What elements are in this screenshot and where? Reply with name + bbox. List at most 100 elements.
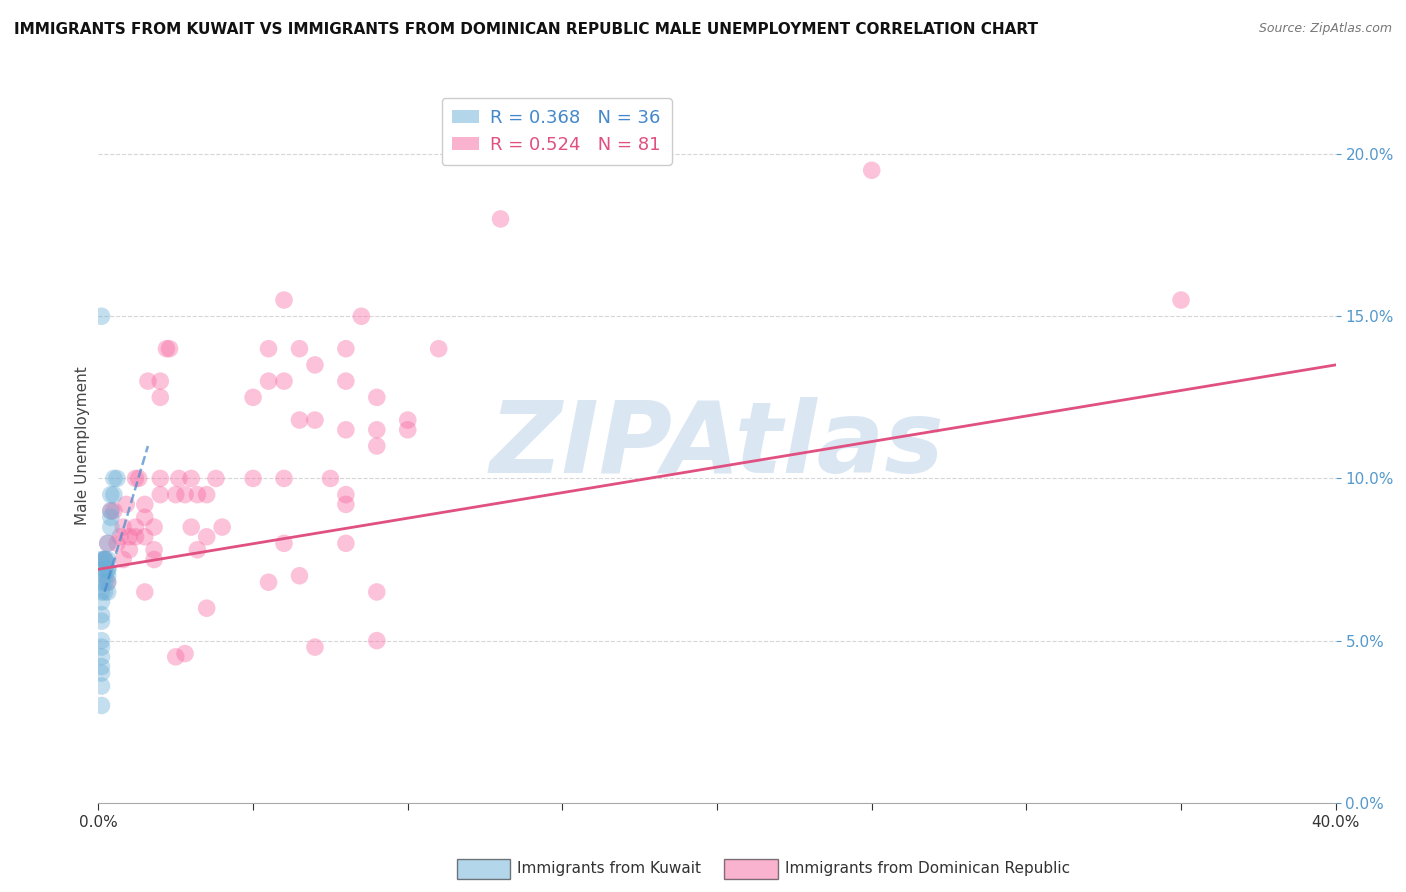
Point — [288, 568, 311, 582]
Point — [100, 504, 122, 518]
Point — [97, 536, 120, 550]
Point — [159, 342, 181, 356]
Point — [93, 585, 115, 599]
Point — [90, 640, 112, 654]
Point — [205, 471, 228, 485]
Point — [97, 562, 120, 576]
Point — [155, 342, 177, 356]
Point — [118, 530, 141, 544]
Point — [288, 413, 311, 427]
Point — [366, 439, 388, 453]
Point — [97, 585, 120, 599]
Point — [174, 488, 197, 502]
Point — [149, 471, 172, 485]
Point — [195, 601, 218, 615]
Point — [97, 552, 120, 566]
Point — [335, 342, 357, 356]
Point — [105, 536, 128, 550]
Point — [103, 488, 125, 502]
Point — [90, 633, 112, 648]
Point — [90, 310, 112, 324]
Point — [257, 342, 280, 356]
Point — [93, 552, 115, 566]
Point — [90, 575, 112, 590]
Point — [273, 293, 295, 307]
Point — [90, 595, 112, 609]
Point — [103, 471, 125, 485]
Point — [149, 488, 172, 502]
Point — [165, 488, 187, 502]
Point — [118, 542, 141, 557]
Point — [273, 471, 295, 485]
Point — [180, 471, 202, 485]
Point — [103, 504, 125, 518]
Point — [288, 342, 311, 356]
Point — [93, 552, 115, 566]
Point — [105, 471, 128, 485]
Point — [427, 342, 450, 356]
Point — [319, 471, 342, 485]
Point — [97, 575, 120, 590]
Point — [124, 471, 146, 485]
Text: IMMIGRANTS FROM KUWAIT VS IMMIGRANTS FROM DOMINICAN REPUBLIC MALE UNEMPLOYMENT C: IMMIGRANTS FROM KUWAIT VS IMMIGRANTS FRO… — [14, 22, 1038, 37]
Point — [100, 488, 122, 502]
Point — [242, 471, 264, 485]
Point — [860, 163, 883, 178]
Point — [195, 488, 218, 502]
Point — [180, 520, 202, 534]
Text: ZIPAtlas: ZIPAtlas — [489, 398, 945, 494]
Point — [458, 147, 481, 161]
Point — [242, 390, 264, 404]
Point — [335, 488, 357, 502]
Point — [124, 530, 146, 544]
Point — [134, 510, 156, 524]
Point — [167, 471, 190, 485]
Point — [93, 562, 115, 576]
Point — [396, 423, 419, 437]
Point — [100, 510, 122, 524]
Point — [366, 390, 388, 404]
Point — [128, 471, 150, 485]
Point — [195, 530, 218, 544]
Point — [90, 614, 112, 628]
Legend: R = 0.368   N = 36, R = 0.524   N = 81: R = 0.368 N = 36, R = 0.524 N = 81 — [441, 98, 672, 165]
Point — [304, 358, 326, 372]
Point — [257, 575, 280, 590]
Point — [304, 413, 326, 427]
Point — [100, 520, 122, 534]
Point — [136, 374, 159, 388]
Point — [93, 575, 115, 590]
Point — [134, 585, 156, 599]
Point — [366, 423, 388, 437]
Point — [149, 390, 172, 404]
Point — [174, 647, 197, 661]
Point — [124, 520, 146, 534]
Point — [108, 530, 131, 544]
Point — [186, 542, 208, 557]
Point — [134, 530, 156, 544]
Point — [90, 679, 112, 693]
Point — [273, 536, 295, 550]
Point — [211, 520, 233, 534]
Point — [100, 504, 122, 518]
Text: Source: ZipAtlas.com: Source: ZipAtlas.com — [1258, 22, 1392, 36]
Point — [149, 374, 172, 388]
Point — [90, 698, 112, 713]
Y-axis label: Male Unemployment: Male Unemployment — [75, 367, 90, 525]
Point — [112, 552, 135, 566]
Text: Immigrants from Dominican Republic: Immigrants from Dominican Republic — [785, 862, 1070, 876]
Point — [93, 552, 115, 566]
Point — [115, 497, 138, 511]
Point — [97, 536, 120, 550]
Point — [93, 552, 115, 566]
Text: Immigrants from Kuwait: Immigrants from Kuwait — [517, 862, 702, 876]
Point — [273, 374, 295, 388]
Point — [143, 520, 166, 534]
Point — [134, 497, 156, 511]
Point — [97, 568, 120, 582]
Point — [90, 659, 112, 673]
Point — [112, 520, 135, 534]
Point — [1170, 293, 1192, 307]
Point — [335, 536, 357, 550]
Point — [335, 497, 357, 511]
